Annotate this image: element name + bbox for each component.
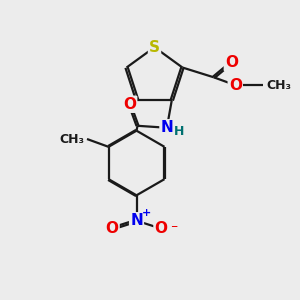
Text: O: O [225, 55, 238, 70]
Text: CH₃: CH₃ [59, 133, 84, 146]
Text: O: O [106, 221, 118, 236]
Text: +: + [142, 208, 151, 218]
Text: CH₃: CH₃ [267, 79, 292, 92]
Text: N: N [160, 120, 173, 135]
Text: ⁻: ⁻ [170, 222, 177, 236]
Text: O: O [154, 221, 167, 236]
Text: N: N [130, 213, 143, 228]
Text: H: H [173, 125, 184, 138]
Text: S: S [149, 40, 160, 55]
Text: O: O [229, 78, 242, 93]
Text: O: O [123, 97, 136, 112]
